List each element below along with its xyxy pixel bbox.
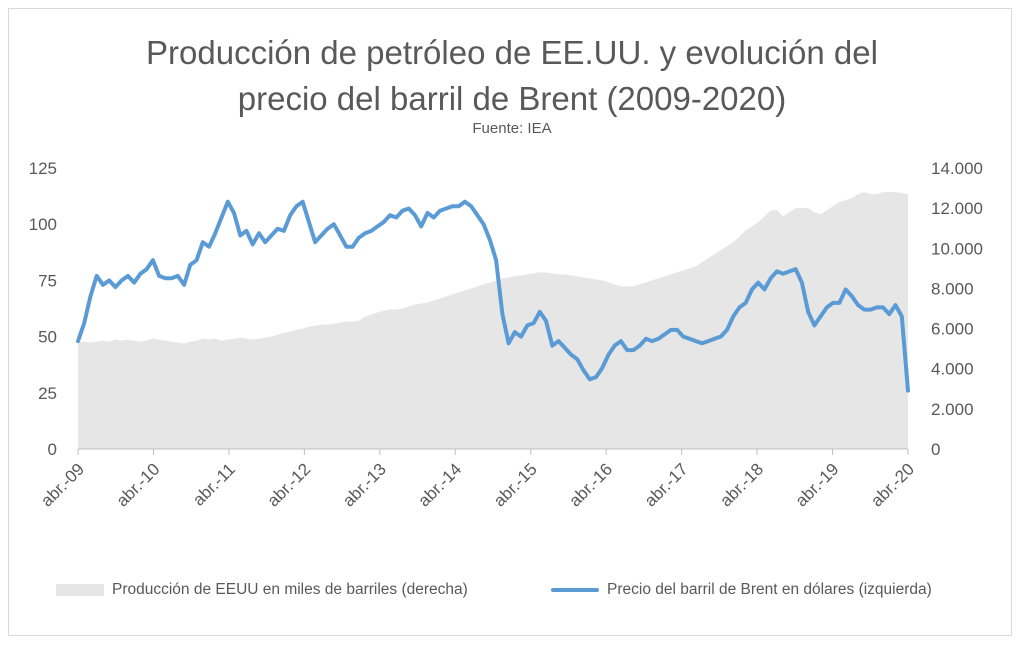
- x-tick-label: abr.-14: [414, 460, 465, 511]
- x-tick-label: abr.-09: [37, 460, 88, 511]
- y-left-tick-label: 100: [29, 215, 57, 234]
- y-left-tick-label: 0: [48, 440, 57, 459]
- y-right-tick-label: 12.000: [931, 199, 983, 218]
- x-tick-label: abr.-12: [264, 460, 315, 511]
- y-left-tick-label: 75: [38, 271, 57, 290]
- y-right-tick-label: 2.000: [931, 400, 974, 419]
- line-series-brent: [76, 199, 910, 393]
- y-right-tick-label: 0: [931, 440, 940, 459]
- x-tick-label: abr.-15: [490, 460, 541, 511]
- legend-item-area: Producción de EEUU en miles de barriles …: [56, 578, 468, 602]
- y-right-tick-label: 4.000: [931, 360, 974, 379]
- area-series-production: [78, 192, 908, 449]
- y-right-tick-label: 6.000: [931, 320, 974, 339]
- legend-label-line: Precio del barril de Brent en dólares (i…: [607, 581, 932, 598]
- y-right-tick-label: 14.000: [931, 159, 983, 178]
- y-left-tick-label: 125: [29, 159, 57, 178]
- y-left-tick-label: 50: [38, 328, 57, 347]
- y-right-tick-label: 8.000: [931, 279, 974, 298]
- x-tick-label: abr.-19: [792, 460, 843, 511]
- x-tick-label: abr.-16: [565, 460, 616, 511]
- y-left-tick-label: 25: [38, 384, 57, 403]
- chart-subtitle: Fuente: IEA: [472, 120, 552, 137]
- chart-title-line-1: Producción de petróleo de EE.UU. y evolu…: [146, 34, 878, 71]
- x-tick-label: abr.-20: [867, 460, 918, 511]
- x-tick-label: abr.-13: [339, 460, 390, 511]
- chart-title: Producción de petróleo de EE.UU. y evolu…: [0, 30, 1024, 122]
- x-tick-label: abr.-10: [113, 460, 164, 511]
- chart-title-line-2: precio del barril de Brent (2009-2020): [237, 80, 787, 117]
- legend-swatch-line: [551, 588, 599, 592]
- legend-swatch-area: [56, 584, 104, 596]
- x-tick-label: abr.-18: [716, 460, 767, 511]
- y-right-tick-label: 10.000: [931, 239, 983, 258]
- x-tick-label: abr.-11: [189, 460, 239, 510]
- legend-label-area: Producción de EEUU en miles de barriles …: [112, 581, 468, 598]
- x-tick-label: abr.-17: [641, 460, 692, 511]
- legend-item-line: Precio del barril de Brent en dólares (i…: [551, 578, 932, 602]
